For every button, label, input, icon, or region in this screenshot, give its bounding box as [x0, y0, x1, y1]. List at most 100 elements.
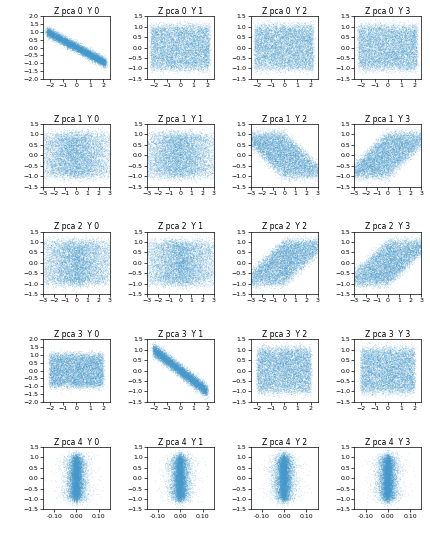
Point	[272, 266, 279, 274]
Point	[63, 37, 70, 46]
Point	[385, 476, 392, 485]
Point	[267, 499, 274, 507]
Point	[409, 35, 416, 44]
Point	[396, 34, 403, 42]
Point	[95, 376, 102, 385]
Point	[386, 487, 393, 496]
Point	[254, 271, 261, 280]
Point	[90, 235, 97, 244]
Point	[394, 63, 401, 72]
Point	[281, 488, 288, 496]
Point	[192, 384, 199, 393]
Point	[301, 165, 308, 174]
Point	[286, 165, 293, 173]
Point	[258, 266, 264, 275]
Point	[177, 464, 184, 473]
Point	[369, 261, 375, 270]
Point	[382, 492, 389, 500]
Point	[168, 136, 175, 145]
Point	[148, 36, 155, 45]
Point	[282, 266, 289, 275]
Point	[153, 149, 160, 158]
Point	[297, 244, 304, 253]
Point	[400, 256, 407, 264]
Point	[411, 251, 418, 260]
Point	[376, 354, 383, 363]
Point	[91, 48, 98, 57]
Point	[368, 358, 375, 366]
Point	[49, 33, 56, 42]
Point	[277, 380, 284, 389]
Point	[364, 383, 371, 391]
Point	[177, 482, 184, 491]
Point	[385, 267, 392, 275]
Point	[162, 174, 169, 183]
Point	[172, 174, 178, 183]
Point	[74, 378, 81, 386]
Point	[259, 360, 266, 369]
Point	[76, 246, 83, 255]
Point	[186, 472, 193, 481]
Point	[152, 251, 159, 260]
Point	[297, 259, 304, 268]
Point	[403, 254, 410, 263]
Point	[50, 30, 57, 38]
Point	[406, 142, 413, 151]
Point	[85, 134, 92, 143]
Point	[253, 51, 260, 60]
Point	[55, 134, 62, 143]
Point	[392, 361, 399, 370]
Point	[393, 144, 400, 153]
Point	[284, 51, 291, 60]
Point	[364, 158, 371, 166]
Point	[88, 272, 95, 280]
Point	[382, 385, 389, 394]
Point	[155, 48, 162, 57]
Point	[178, 248, 185, 257]
Point	[316, 239, 323, 248]
Point	[104, 59, 111, 67]
Point	[380, 253, 387, 262]
Point	[161, 144, 168, 153]
Point	[264, 140, 271, 149]
Point	[297, 383, 304, 392]
Point	[63, 486, 70, 495]
Point	[359, 341, 366, 350]
Point	[68, 251, 75, 260]
Point	[401, 264, 408, 273]
Point	[383, 488, 390, 497]
Point	[67, 471, 74, 480]
Point	[87, 50, 94, 59]
Point	[381, 371, 388, 380]
Point	[185, 273, 192, 281]
Point	[160, 29, 167, 37]
Point	[393, 146, 400, 155]
Point	[399, 371, 406, 379]
Point	[180, 154, 187, 163]
Point	[408, 52, 415, 61]
Point	[390, 134, 397, 143]
Point	[386, 262, 393, 271]
Point	[68, 350, 75, 359]
Point	[59, 150, 66, 158]
Point	[74, 43, 81, 52]
Point	[71, 368, 77, 377]
Point	[414, 140, 421, 149]
Point	[272, 151, 279, 159]
Point	[258, 24, 265, 33]
Point	[170, 270, 177, 279]
Point	[72, 365, 79, 373]
Point	[384, 482, 391, 491]
Point	[252, 54, 259, 63]
Point	[382, 376, 389, 384]
Point	[399, 42, 406, 50]
Point	[273, 457, 280, 466]
Point	[194, 377, 200, 386]
Point	[40, 264, 46, 273]
Point	[283, 139, 290, 147]
Point	[418, 135, 424, 144]
Point	[72, 253, 79, 261]
Point	[282, 171, 289, 179]
Point	[382, 489, 389, 498]
Point	[162, 354, 169, 363]
